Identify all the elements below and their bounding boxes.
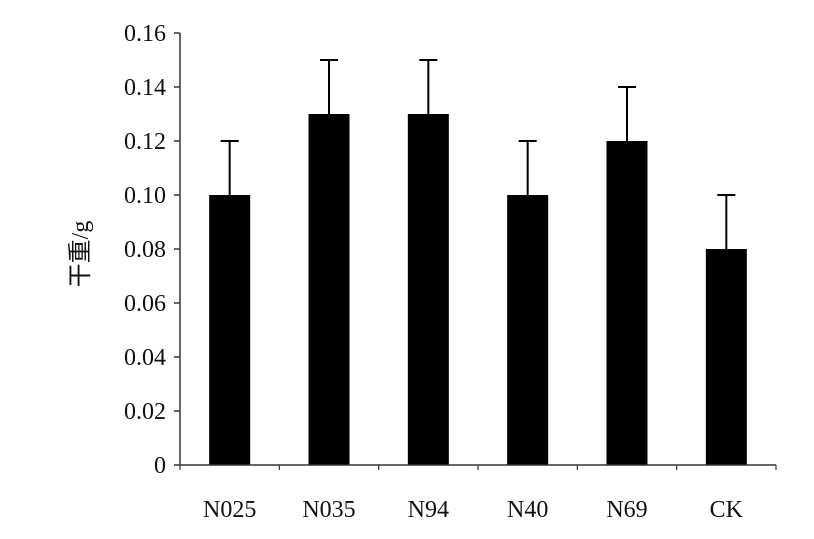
x-tick-label: CK	[710, 497, 744, 523]
error-bar	[717, 194, 736, 249]
x-tick-label: N69	[606, 497, 647, 523]
y-tick-label: 0.16	[124, 21, 166, 47]
y-tick-label: 0.08	[124, 237, 166, 263]
y-tick-label: 0	[154, 453, 166, 479]
error-bar	[618, 86, 636, 141]
bar	[705, 249, 747, 465]
error-bar	[419, 59, 438, 114]
bar	[606, 141, 648, 465]
y-tick-label: 0.14	[124, 75, 166, 101]
y-axis-title: 干重/g	[67, 221, 94, 288]
y-tick-label: 0.04	[124, 345, 166, 371]
bar	[209, 195, 251, 465]
x-tick-label: N025	[203, 497, 256, 523]
bars	[209, 114, 747, 465]
y-tick-label: 0.12	[124, 129, 166, 155]
x-tick-label: N035	[302, 497, 355, 523]
error-bars	[220, 59, 736, 249]
bar	[407, 114, 449, 465]
x-axis-ticks: N025 N035 N94 N40 N69 CK	[179, 465, 777, 523]
bar	[507, 195, 549, 465]
y-tick-label: 0.10	[124, 183, 166, 209]
bar	[308, 114, 350, 465]
error-bar	[518, 140, 537, 195]
x-tick-label: N94	[408, 497, 449, 523]
y-tick-label: 0.02	[124, 399, 166, 425]
error-bar	[320, 59, 338, 114]
y-axis-ticks: 0 0.02 0.04 0.06 0.08 0.10 0.12 0.14 0.16	[124, 21, 180, 479]
error-bar	[220, 140, 239, 195]
y-tick-label: 0.06	[124, 291, 166, 317]
x-tick-label: N40	[507, 497, 548, 523]
